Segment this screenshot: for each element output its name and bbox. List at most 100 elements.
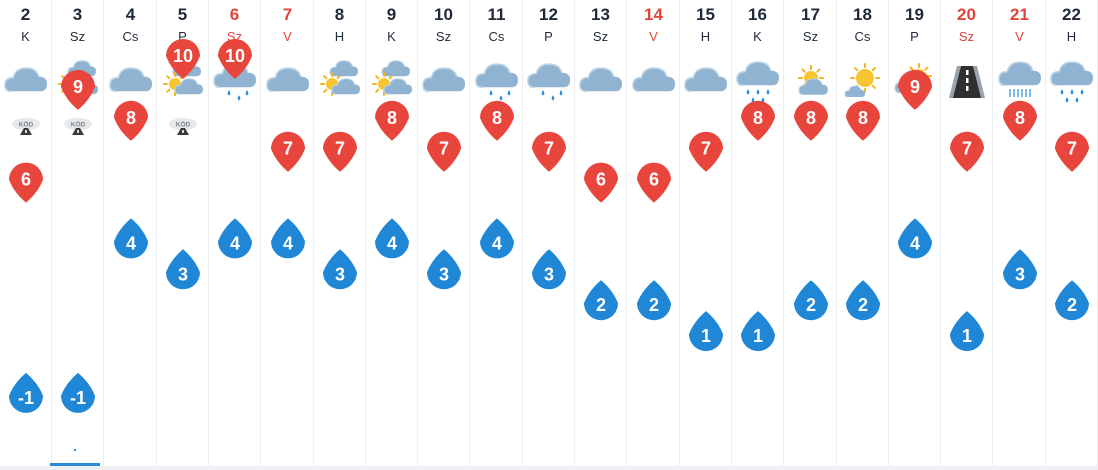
- min-temp-marker: 4: [480, 218, 514, 259]
- sun-shape: [850, 63, 880, 93]
- day-number: 3: [72, 5, 83, 24]
- min-temp-label: -1: [70, 388, 86, 408]
- day-column[interactable]: 12 P 7 3: [523, 0, 575, 466]
- max-temp-marker: 8: [846, 100, 880, 141]
- cloud-shape: [331, 78, 360, 95]
- rain-icon: [736, 61, 779, 103]
- min-temp-label: 4: [126, 233, 136, 253]
- cloud-shape: [266, 67, 309, 93]
- day-column[interactable]: 10 Sz 7 3: [418, 0, 470, 466]
- min-temp-label: 1: [962, 326, 972, 346]
- temp-markers: 62: [584, 162, 618, 321]
- temp-markers: 6 -1: [9, 162, 43, 413]
- min-temp-marker: 4: [271, 218, 305, 259]
- max-temp-label: 7: [439, 139, 449, 159]
- min-temp-marker: 4: [218, 218, 252, 259]
- raindrop-shape: [559, 90, 563, 96]
- day-column[interactable]: 15 H 7 1: [680, 0, 732, 466]
- raindrop-shape: [237, 95, 241, 101]
- day-number: 2: [20, 5, 31, 24]
- raindrop-shape: [551, 95, 555, 101]
- day-column[interactable]: 16 K 8 1: [732, 0, 784, 466]
- temp-markers: 81: [741, 100, 775, 352]
- max-temp-label: 9: [73, 77, 83, 97]
- max-temp-marker: 10: [166, 39, 200, 79]
- max-temp-label: 8: [492, 108, 502, 128]
- min-temp-label: 1: [753, 326, 763, 346]
- day-number: 12: [539, 5, 558, 24]
- day-column[interactable]: 14 V 6 2: [628, 0, 680, 466]
- day-name: P: [178, 29, 187, 44]
- day-column[interactable]: 20 Sz 7 1: [941, 0, 993, 466]
- min-temp-label: 3: [439, 264, 449, 284]
- day-column[interactable]: 18 Cs 8 2: [837, 0, 889, 466]
- max-temp-label: 7: [335, 139, 345, 159]
- day-column[interactable]: 2 K KÖD 6 -1: [0, 0, 52, 466]
- raindrop-shape: [227, 90, 231, 96]
- bottom-border: [0, 466, 1098, 470]
- day-name: K: [753, 29, 762, 44]
- temp-markers: 73: [323, 131, 357, 290]
- cloud-shape: [632, 67, 675, 93]
- wet-road-icon: [949, 66, 985, 98]
- day-number: 16: [748, 5, 767, 24]
- min-temp-label: 4: [230, 233, 240, 253]
- min-temp-label: 2: [596, 295, 606, 315]
- max-temp-label: 6: [649, 170, 659, 190]
- cloud-icon: [684, 67, 727, 93]
- max-temp-label: 8: [806, 108, 816, 128]
- cloud-shape: [109, 67, 152, 93]
- raindrop-shape: [245, 90, 249, 96]
- temp-markers: 10 3: [166, 39, 200, 290]
- day-column[interactable]: 11 Cs 8 4: [471, 0, 523, 466]
- day-column[interactable]: 13 Sz 6 2: [575, 0, 627, 466]
- raindrop-shape: [746, 89, 750, 95]
- day-number: 18: [853, 5, 872, 24]
- max-temp-marker: 10: [218, 39, 252, 79]
- day-number: 17: [801, 5, 820, 24]
- day-column[interactable]: 21 V 8 3: [994, 0, 1046, 466]
- max-temp-label: 6: [21, 170, 31, 190]
- min-temp-marker: -1: [9, 372, 43, 413]
- min-temp-marker: 3: [532, 249, 566, 290]
- cloud-shape: [998, 61, 1041, 87]
- rain-icon: [1050, 61, 1093, 103]
- cloud-shape: [798, 78, 828, 96]
- day-column[interactable]: 19 P 9 4: [889, 0, 941, 466]
- day-column[interactable]: 3 Sz KÖD 9 -1: [52, 0, 104, 466]
- day-name: K: [387, 29, 396, 44]
- day-column[interactable]: 4CsKÖD84: [105, 0, 157, 466]
- day-column[interactable]: 5 P KÖD 10 3: [157, 0, 209, 466]
- raindrop-shape: [1060, 89, 1064, 95]
- day-number: 22: [1062, 5, 1081, 24]
- day-name: Sz: [69, 29, 86, 44]
- shower-icon: [998, 61, 1041, 97]
- min-temp-marker: -1: [61, 372, 95, 413]
- max-temp-marker: 7: [950, 131, 984, 172]
- day-column[interactable]: 22 H 7 2: [1046, 0, 1098, 466]
- road-shape: [949, 66, 985, 98]
- max-temp-marker: 8: [741, 100, 775, 141]
- fog-label: KÖD: [19, 120, 34, 129]
- day-number: 4: [125, 5, 136, 24]
- max-temp-marker: 8: [375, 100, 409, 141]
- max-temp-label: 9: [910, 77, 920, 97]
- day-column[interactable]: 6 Sz 10 4: [209, 0, 261, 466]
- partly-cloudy-icon: [320, 60, 360, 96]
- raindrop-shape: [541, 90, 545, 96]
- min-temp-marker: 1: [689, 311, 723, 352]
- day-column[interactable]: 17 Sz 8 2: [785, 0, 837, 466]
- temp-markers: 72: [1055, 131, 1089, 321]
- day-number: 21: [1010, 5, 1029, 24]
- cloud-icon: [266, 67, 309, 93]
- min-temp-marker: 4: [114, 218, 148, 259]
- mostly-sunny-icon: [798, 65, 828, 96]
- max-temp-label: 10: [173, 46, 193, 66]
- min-temp-label: 2: [649, 295, 659, 315]
- cloud-icon: [4, 67, 47, 93]
- min-temp-marker: 1: [950, 311, 984, 352]
- max-temp-label: 7: [1067, 139, 1077, 159]
